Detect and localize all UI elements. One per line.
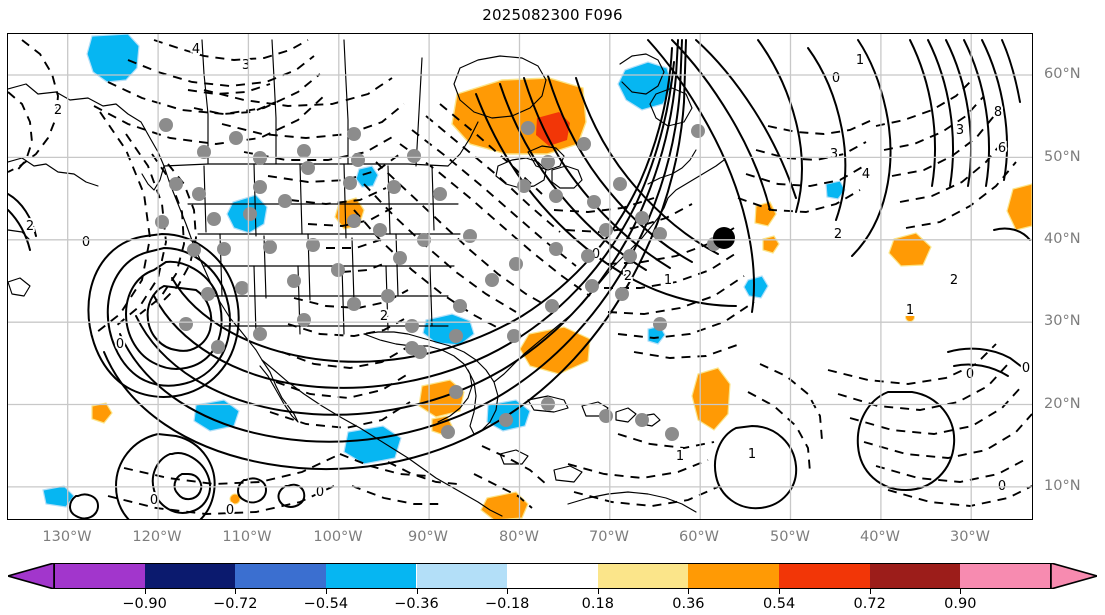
cb-cell-3[interactable] (325, 563, 417, 589)
positive-contours (8, 39, 1031, 519)
svg-text:0: 0 (226, 503, 234, 518)
ytick-20n: 20°N (1044, 396, 1081, 412)
xtick-90w: 90°W (407, 529, 449, 545)
svg-text:0: 0 (832, 71, 840, 86)
svg-text:0: 0 (150, 493, 158, 508)
svg-text:3: 3 (956, 123, 964, 138)
cb-label-2: −0.54 (303, 596, 349, 612)
cb-label-6: 0.36 (672, 596, 705, 612)
colorbar-cells[interactable] (54, 563, 1051, 589)
negative-contours (8, 39, 1032, 515)
xtick-70w: 70°W (588, 529, 630, 545)
map-clip: 4 3 2 0 2 0 0 0 0 2 0 2 1 (8, 34, 1032, 519)
svg-text:8: 8 (994, 105, 1002, 120)
svg-text:1: 1 (664, 273, 672, 288)
svg-text:0: 0 (82, 235, 90, 250)
cb-cell-6[interactable] (597, 563, 689, 589)
svg-text:1: 1 (856, 53, 864, 68)
station-dots (155, 118, 721, 441)
contour-labels: 4 3 2 0 2 0 0 0 0 2 0 2 1 (24, 40, 1032, 519)
ytick-60n: 60°N (1044, 66, 1081, 82)
cb-cell-1[interactable] (144, 563, 236, 589)
grid-lines (8, 34, 1032, 519)
cb-cell-9[interactable] (869, 563, 961, 589)
svg-text:3: 3 (242, 58, 250, 73)
map-canvas: 4 3 2 0 2 0 0 0 0 2 0 2 1 (8, 34, 1032, 519)
xtick-80w: 80°W (498, 529, 540, 545)
cb-label-8: 0.72 (853, 596, 886, 612)
highlight-marker-dot[interactable] (713, 227, 735, 249)
cb-label-5: 0.18 (581, 596, 614, 612)
svg-text:0: 0 (966, 367, 974, 382)
cb-label-3: −0.36 (394, 596, 439, 612)
xtick-60w: 60°W (678, 529, 720, 545)
svg-text:2: 2 (380, 309, 388, 324)
xtick-40w: 40°W (859, 529, 901, 545)
svg-text:1: 1 (748, 447, 756, 462)
colorbar-under-arrow (8, 563, 54, 589)
svg-text:2: 2 (54, 103, 62, 118)
svg-text:3: 3 (830, 147, 838, 162)
cb-cell-4[interactable] (416, 563, 508, 589)
svg-text:4: 4 (862, 167, 870, 182)
cb-cell-8[interactable] (779, 563, 870, 589)
svg-text:0: 0 (116, 337, 124, 352)
xtick-120w: 120°W (132, 529, 182, 545)
cb-label-7: 0.54 (762, 596, 796, 612)
svg-text:2: 2 (950, 273, 958, 288)
svg-text:6: 6 (998, 141, 1006, 156)
xtick-100w: 100°W (313, 529, 363, 545)
cb-cell-2[interactable] (235, 563, 326, 589)
page-title: 2025082300 F096 (482, 6, 623, 24)
svg-text:0: 0 (1022, 361, 1030, 376)
svg-text:1: 1 (676, 449, 684, 464)
ytick-10n: 10°N (1044, 478, 1081, 494)
svg-text:2: 2 (624, 269, 632, 284)
cb-label-1: −0.72 (213, 596, 258, 612)
svg-text:0: 0 (316, 485, 324, 500)
cb-cell-10[interactable] (960, 563, 1051, 589)
colorbar[interactable]: −0.90 −0.72 −0.54 −0.36 −0.18 0.18 0.36 … (0, 560, 1105, 615)
cb-cell-7[interactable] (688, 563, 779, 589)
xtick-50w: 50°W (769, 529, 811, 545)
svg-text:1: 1 (906, 303, 914, 318)
shaded-anomaly-regions (42, 34, 1032, 519)
xtick-30w: 30°W (949, 529, 991, 545)
ytick-40n: 40°N (1044, 231, 1081, 247)
cb-label-9: 0.90 (944, 596, 977, 612)
map-plot-area[interactable]: 4 3 2 0 2 0 0 0 0 2 0 2 1 (7, 33, 1033, 520)
cb-cell-5[interactable] (507, 563, 598, 589)
ytick-50n: 50°N (1044, 149, 1081, 165)
cb-label-0: −0.90 (122, 596, 167, 612)
svg-text:4: 4 (192, 42, 200, 57)
xtick-130w: 130°W (42, 529, 92, 545)
xtick-110w: 110°W (222, 529, 272, 545)
cb-label-4: −0.18 (484, 596, 530, 612)
cb-cell-0[interactable] (54, 563, 145, 589)
colorbar-over-arrow (1051, 563, 1097, 589)
svg-text:2: 2 (26, 219, 34, 234)
ytick-30n: 30°N (1044, 313, 1081, 329)
